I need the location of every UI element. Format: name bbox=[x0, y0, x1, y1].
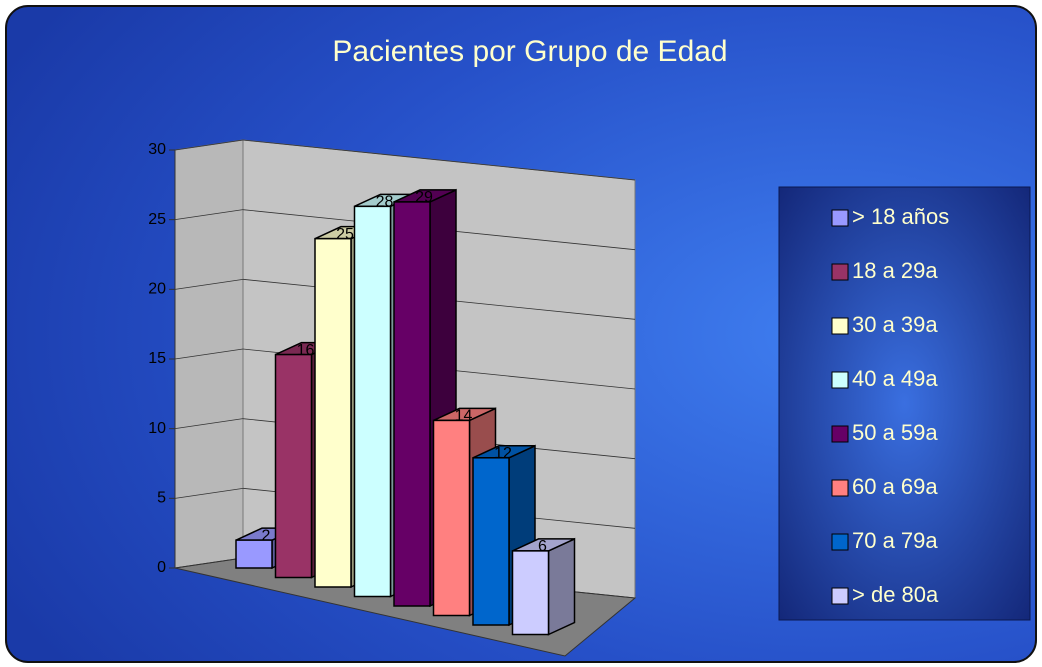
legend-label: 18 a 29a bbox=[852, 258, 938, 283]
legend-swatch bbox=[831, 209, 849, 227]
grid-line bbox=[174, 278, 244, 290]
legend-label: 60 a 69a bbox=[852, 474, 938, 499]
legend-label: > 18 años bbox=[852, 204, 949, 229]
data-label: 2 bbox=[262, 527, 271, 544]
legend-label: 30 a 39a bbox=[852, 312, 938, 337]
y-tick-label: 20 bbox=[148, 281, 166, 298]
legend-label: 70 a 79a bbox=[852, 528, 938, 553]
bar bbox=[511, 550, 550, 636]
legend-swatch bbox=[831, 479, 849, 497]
bar bbox=[353, 205, 392, 598]
bar bbox=[235, 539, 273, 569]
chart-title: Pacientes por Grupo de Edad bbox=[332, 35, 727, 68]
grid-line bbox=[174, 487, 244, 499]
bar bbox=[314, 237, 352, 588]
legend-swatch bbox=[831, 263, 849, 281]
grid-line bbox=[174, 557, 244, 569]
legend bbox=[778, 186, 1031, 621]
legend-swatch bbox=[831, 533, 849, 551]
bar bbox=[432, 419, 471, 617]
legend-swatch bbox=[831, 371, 849, 389]
data-label: 29 bbox=[415, 189, 433, 206]
y-tick-label: 15 bbox=[148, 350, 166, 367]
y-tick-label: 10 bbox=[148, 420, 166, 437]
data-label: 28 bbox=[376, 194, 394, 211]
y-tick-label: 0 bbox=[157, 559, 166, 576]
grid-line bbox=[242, 139, 636, 181]
data-label: 25 bbox=[336, 226, 354, 243]
legend-swatch bbox=[831, 587, 849, 605]
grid-line bbox=[174, 139, 244, 151]
bar bbox=[472, 457, 510, 626]
y-tick-label: 30 bbox=[148, 141, 166, 158]
bar bbox=[393, 201, 431, 607]
data-label: 12 bbox=[494, 445, 512, 462]
legend-swatch bbox=[831, 317, 849, 335]
bar-side bbox=[547, 537, 576, 636]
grid-line bbox=[174, 348, 244, 360]
data-label: 16 bbox=[297, 342, 315, 359]
data-label: 6 bbox=[538, 538, 547, 555]
y-tick-label: 5 bbox=[157, 490, 166, 507]
grid-line bbox=[174, 418, 244, 430]
y-tick-label: 25 bbox=[148, 211, 166, 228]
legend-label: 40 a 49a bbox=[852, 366, 938, 391]
legend-label: > de 80a bbox=[852, 582, 939, 607]
grid-line bbox=[174, 209, 244, 221]
data-label: 14 bbox=[455, 408, 473, 425]
bar bbox=[274, 353, 313, 579]
legend-swatch bbox=[831, 425, 849, 443]
legend-label: 50 a 59a bbox=[852, 420, 938, 445]
